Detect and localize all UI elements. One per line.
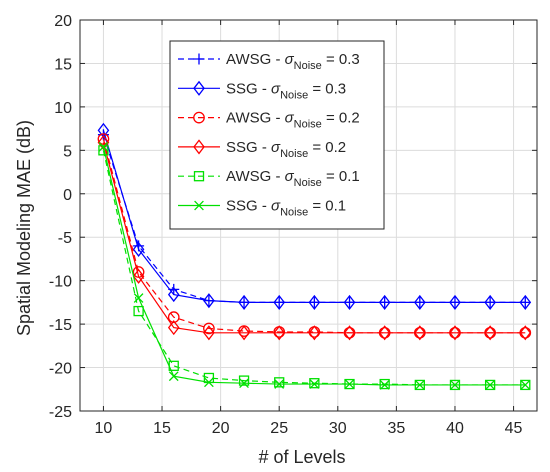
marker-diamond	[167, 287, 180, 303]
marker-x	[204, 377, 214, 388]
x-tick-label: 10	[95, 420, 113, 437]
marker-diamond	[414, 294, 426, 310]
marker-x	[98, 141, 109, 152]
legend-item: AWSG - σNoise = 0.2	[178, 110, 360, 131]
marker-square	[309, 378, 320, 389]
plot-series	[97, 122, 532, 391]
marker-x	[309, 379, 320, 389]
marker-circle	[193, 111, 205, 124]
marker-diamond	[484, 294, 496, 310]
legend: AWSG - σNoise = 0.3 SSG - σNoise = 0.3 AWS…	[169, 40, 385, 230]
marker-diamond	[414, 325, 426, 341]
x-tick-label: 20	[212, 420, 230, 437]
x-tick-label: 30	[329, 420, 347, 437]
legend-label: SSG - σNoise = 0.2	[226, 139, 346, 160]
marker-diamond	[167, 320, 180, 336]
marker-diamond	[343, 294, 356, 310]
x-tick-label: 15	[153, 420, 171, 437]
y-tick-label: -10	[49, 274, 72, 291]
legend-item: SSG - σNoise = 0.2	[178, 139, 346, 160]
marker-diamond	[273, 294, 286, 310]
legend-box	[169, 40, 385, 230]
marker-diamond	[449, 294, 461, 310]
marker-diamond	[449, 325, 461, 341]
y-tick-label: 10	[54, 100, 72, 117]
marker-x	[344, 379, 355, 389]
marker-diamond	[238, 294, 250, 310]
legend-item: AWSG - σNoise = 0.1	[178, 168, 360, 189]
marker-diamond	[519, 325, 532, 341]
marker-diamond	[519, 294, 532, 310]
marker-diamond	[378, 294, 391, 310]
legend-item: SSG - σNoise = 0.3	[178, 80, 346, 101]
marker-x	[168, 371, 179, 382]
x-tick-label: 40	[446, 420, 464, 437]
y-tick-label: -20	[49, 361, 72, 378]
marker-circle	[203, 322, 215, 335]
marker-diamond	[484, 325, 496, 341]
marker-diamond	[193, 139, 205, 155]
y-tick-label: 5	[63, 143, 72, 160]
plot-frame	[79, 19, 538, 412]
legend-label: SSG - σNoise = 0.1	[226, 198, 346, 219]
marker-square	[133, 305, 144, 317]
marker-diamond	[308, 294, 321, 310]
marker-diamond	[273, 325, 286, 341]
marker-square	[379, 378, 390, 390]
y-tick-label: 0	[63, 187, 72, 204]
marker-plus	[193, 53, 205, 65]
marker-square	[193, 171, 205, 182]
marker-x	[274, 379, 285, 389]
marker-diamond	[203, 325, 215, 341]
marker-circle	[167, 311, 180, 324]
legend-item: SSG - σNoise = 0.1	[178, 198, 346, 219]
x-tick-label: 45	[505, 420, 523, 437]
y-tick-label: -15	[49, 317, 72, 334]
legend-label: AWSG - σNoise = 0.1	[226, 168, 360, 189]
legend-label: AWSG - σNoise = 0.3	[226, 51, 360, 72]
marker-diamond	[343, 325, 356, 341]
legend-item: AWSG - σNoise = 0.3	[178, 51, 360, 72]
y-tick-label: 20	[54, 13, 72, 30]
series-line	[102, 138, 526, 334]
marker-diamond	[193, 80, 205, 96]
marker-diamond	[308, 325, 321, 341]
x-tick-label: 25	[270, 420, 288, 437]
marker-x	[520, 380, 531, 390]
marker-square	[98, 145, 109, 156]
y-axis-title: Spatial Modeling MAE (dB)	[14, 120, 34, 336]
marker-square	[274, 377, 285, 388]
y-tick-label: 15	[54, 56, 72, 73]
marker-x	[379, 380, 390, 390]
marker-x	[133, 293, 144, 303]
y-tick-label: -25	[49, 404, 72, 421]
marker-diamond	[132, 268, 145, 284]
marker-diamond	[238, 325, 250, 341]
series-line	[102, 130, 526, 303]
series-4	[97, 134, 532, 341]
series-6	[98, 141, 531, 390]
marker-diamond	[378, 325, 391, 341]
marker-diamond	[132, 241, 145, 257]
legend-label: SSG - σNoise = 0.3	[226, 80, 346, 101]
marker-x	[194, 200, 204, 211]
marker-x	[239, 378, 249, 389]
marker-x	[414, 380, 425, 390]
marker-x	[485, 380, 495, 390]
marker-diamond	[203, 293, 215, 309]
marker-x	[450, 380, 460, 390]
axis-ticks: 10 15 20 25 30 35 40 45 20 15 10 5 0 -5 -10 -15 -20 -25	[49, 13, 537, 437]
series-line	[102, 142, 526, 334]
x-axis-title: # of Levels	[258, 447, 345, 467]
x-tick-label: 35	[387, 420, 405, 437]
marker-square	[238, 375, 250, 386]
y-tick-label: -5	[58, 230, 72, 247]
legend-label: AWSG - σNoise = 0.2	[226, 110, 360, 131]
